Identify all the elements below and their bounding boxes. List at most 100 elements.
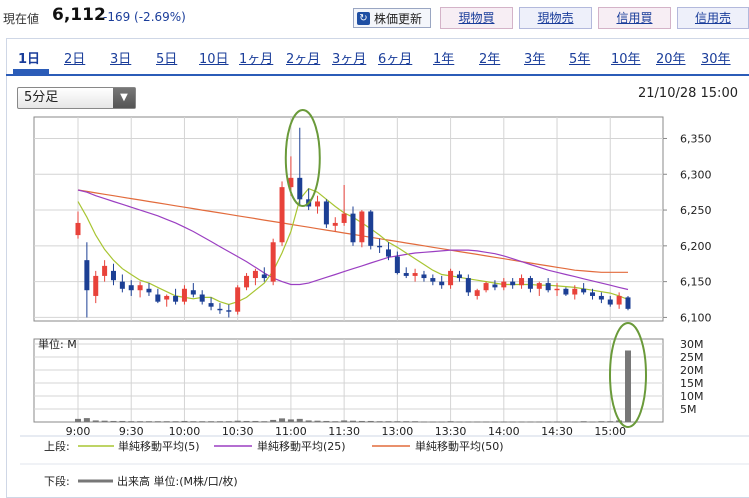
- volume-tick-label: 15M: [680, 377, 704, 390]
- margin-buy-button[interactable]: 信用買: [598, 7, 671, 29]
- volume-bar: [598, 421, 605, 423]
- candle-body: [244, 275, 250, 288]
- tab-10d[interactable]: 10日: [199, 52, 229, 67]
- volume-bar: [332, 421, 339, 423]
- tab-1d[interactable]: 1日: [18, 52, 41, 67]
- price-tick-label: 6,300: [680, 168, 712, 181]
- candle-body: [492, 284, 498, 288]
- tab-2y[interactable]: 2年: [479, 52, 501, 67]
- volume-pane-frame: [33, 338, 664, 423]
- tab-10y[interactable]: 10年: [611, 52, 641, 67]
- legend-ma50-label: 単純移動平均(50): [415, 439, 504, 453]
- margin-sell-button[interactable]: 信用売: [677, 7, 749, 29]
- refresh-label: 株価更新: [374, 11, 423, 26]
- time-tick-label: 15:00: [594, 425, 626, 438]
- candle-body: [483, 283, 489, 291]
- candle-body: [181, 288, 187, 302]
- time-tick-label: 11:00: [275, 425, 307, 438]
- candle-body: [199, 294, 205, 302]
- volume-bar: [341, 420, 348, 422]
- cash-sell-button[interactable]: 現物売: [519, 7, 592, 29]
- candle-body: [297, 177, 303, 200]
- tab-3m[interactable]: 3ヶ月: [332, 52, 367, 67]
- volume-bar: [589, 421, 596, 423]
- candle-body: [315, 201, 321, 207]
- volume-bar: [403, 421, 410, 423]
- legend-ma5-label: 単純移動平均(5): [118, 439, 200, 453]
- tab-5d[interactable]: 5日: [156, 52, 178, 67]
- candle-body: [261, 274, 267, 279]
- highlight-volume-ellipse: [609, 322, 647, 428]
- candle-body: [581, 288, 587, 293]
- volume-bar: [571, 421, 578, 423]
- candle-body: [607, 299, 613, 305]
- tab-3d[interactable]: 3日: [110, 52, 132, 67]
- ma25-line: [77, 189, 629, 291]
- candle-body: [563, 288, 569, 295]
- volume-bar: [474, 421, 481, 423]
- candle-body: [75, 222, 81, 236]
- candle-body: [465, 278, 471, 293]
- current-price-label: 現在値: [3, 12, 40, 26]
- tab-1y[interactable]: 1年: [433, 52, 455, 67]
- volume-bar: [465, 421, 472, 423]
- price-change: -169 (-2.69%): [103, 10, 186, 24]
- tab-1m[interactable]: 1ヶ月: [239, 52, 274, 67]
- tab-2d[interactable]: 2日: [64, 52, 86, 67]
- legend-ma25-label: 単純移動平均(25): [257, 439, 346, 453]
- volume-unit-label: 単位: M: [38, 337, 77, 351]
- candle-body: [146, 288, 152, 293]
- volume-bar: [385, 421, 392, 423]
- candle-body: [501, 281, 507, 288]
- candle-body: [430, 278, 436, 282]
- volume-bar: [412, 421, 419, 423]
- volume-bar: [447, 421, 454, 423]
- volume-bar: [607, 421, 614, 423]
- price-tick-label: 6,200: [680, 240, 712, 253]
- volume-bar: [252, 420, 259, 422]
- tab-5y[interactable]: 5年: [569, 52, 591, 67]
- quote-header: 現在値 6,112 -169 (-2.69%) ↻ 株価更新 現物買 現物売 信…: [0, 0, 749, 34]
- candle-body: [456, 274, 462, 279]
- volume-bar: [323, 420, 330, 422]
- interval-select[interactable]: 5分足 ▼: [17, 87, 136, 109]
- volume-bar: [243, 420, 250, 422]
- volume-bar: [509, 421, 516, 423]
- volume-bar: [296, 418, 303, 422]
- candle-body: [164, 295, 170, 300]
- legend-volume-label: 出来高 単位:(M株/口/枚): [117, 474, 238, 488]
- volume-bar: [234, 420, 241, 422]
- volume-bar: [270, 419, 277, 422]
- volume-bar: [181, 420, 188, 422]
- time-tick-label: 13:00: [382, 425, 414, 438]
- candle-body: [279, 187, 285, 243]
- volume-bar: [287, 419, 294, 422]
- volume-bar: [350, 420, 356, 422]
- candle-body: [394, 256, 400, 274]
- time-tick-label: 13:30: [435, 425, 467, 438]
- candle-body: [616, 295, 622, 305]
- volume-tick-label: 5M: [680, 403, 697, 416]
- volume-bar: [128, 421, 135, 423]
- candle-body: [554, 288, 560, 291]
- volume-bar: [92, 420, 99, 422]
- candle-body: [84, 260, 90, 291]
- tab-20y[interactable]: 20年: [656, 52, 686, 67]
- tab-3y[interactable]: 3年: [524, 52, 546, 67]
- volume-bar: [190, 421, 197, 423]
- volume-bar: [279, 418, 286, 422]
- tab-2m[interactable]: 2ヶ月: [286, 52, 321, 67]
- tab-30y[interactable]: 30年: [701, 52, 731, 67]
- time-tick-label: 10:00: [169, 425, 201, 438]
- volume-bar: [216, 421, 223, 423]
- time-tick-label: 14:30: [541, 425, 573, 438]
- volume-tick-label: 20M: [680, 364, 704, 377]
- volume-bar: [429, 421, 436, 423]
- refresh-price-button[interactable]: ↻ 株価更新: [353, 8, 431, 28]
- tab-6m[interactable]: 6ヶ月: [378, 52, 413, 67]
- volume-bar: [483, 421, 490, 423]
- candle-body: [572, 288, 578, 295]
- volume-bar: [580, 421, 587, 423]
- volume-bar: [101, 420, 108, 422]
- cash-buy-button[interactable]: 現物買: [440, 7, 513, 29]
